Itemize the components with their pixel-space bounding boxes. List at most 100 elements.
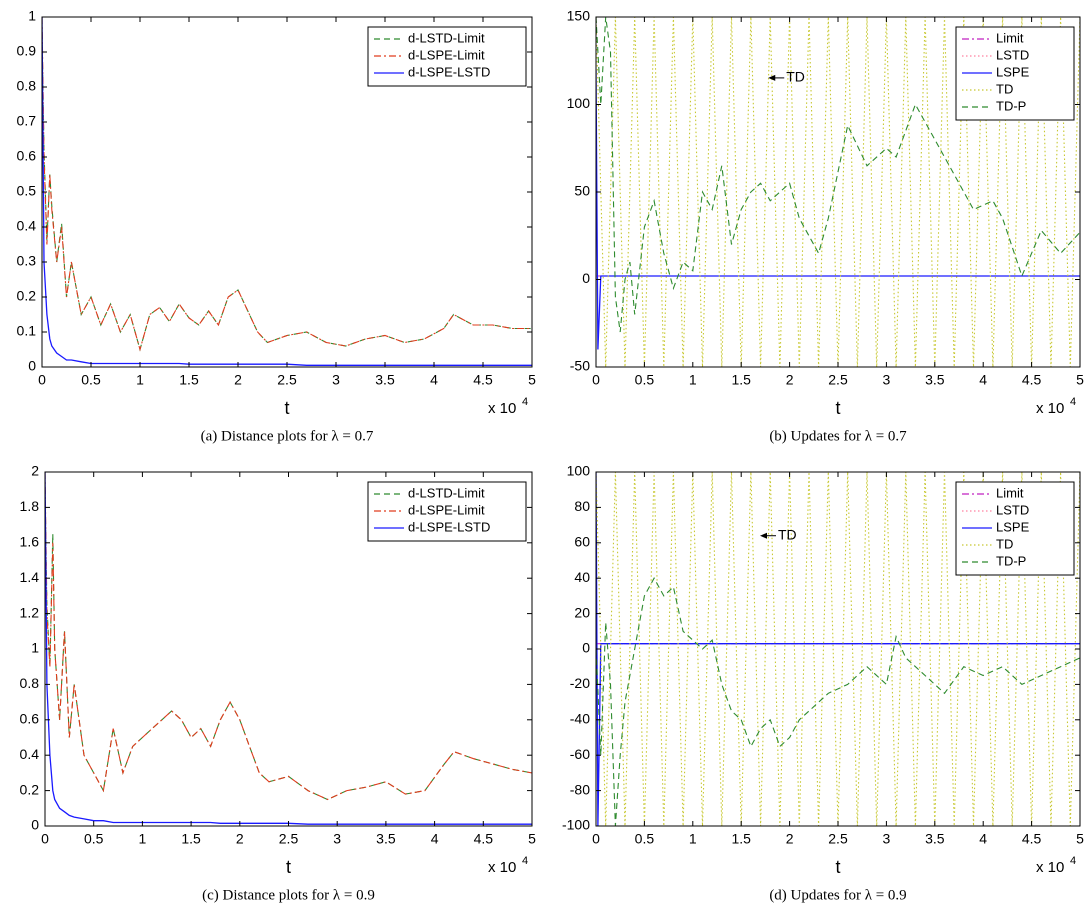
x-tick-label: 1.5 bbox=[731, 831, 751, 847]
y-tick-label: -60 bbox=[570, 746, 590, 762]
data-line bbox=[596, 17, 1080, 367]
x-tick-label: 4 bbox=[431, 831, 439, 847]
x-tick-label: 0.5 bbox=[84, 831, 104, 847]
legend-label: d-LSPE-Limit bbox=[408, 47, 485, 62]
x-tick-label: 4 bbox=[979, 372, 987, 388]
y-tick-label: 0.8 bbox=[17, 78, 37, 94]
y-tick-label: 100 bbox=[567, 463, 591, 479]
y-tick-label: 0.9 bbox=[17, 43, 37, 59]
y-tick-label: 1 bbox=[31, 640, 39, 656]
x-tick-label: 2.5 bbox=[828, 372, 848, 388]
x-tick-label: 3 bbox=[333, 831, 341, 847]
legend-label: LSPE bbox=[996, 64, 1030, 79]
x-tick-label: 4.5 bbox=[473, 372, 493, 388]
y-tick-label: 0 bbox=[582, 270, 590, 286]
x-tick-label: 2.5 bbox=[828, 831, 848, 847]
legend: Limit LSTD LSPE TD TD-P bbox=[955, 481, 1075, 576]
x-tick-label: 1 bbox=[689, 831, 697, 847]
x-tick-label: 5 bbox=[1076, 831, 1084, 847]
y-tick-label: 0.2 bbox=[17, 288, 37, 304]
y-tick-label: 150 bbox=[567, 8, 591, 24]
legend-label: TD-P bbox=[996, 553, 1026, 568]
x-scale-exponent: 4 bbox=[522, 396, 528, 408]
y-tick-label: 1.2 bbox=[20, 604, 40, 620]
y-tick-label: 0.6 bbox=[20, 711, 40, 727]
y-tick-label: 0.2 bbox=[20, 781, 40, 797]
subplot: 0 0.5 1 1.5 2 2.5 3 3.5 4 4.5 5 0 0.1 0.2 0.3 0.4 0.5 0.6… bbox=[17, 8, 537, 445]
annotation: TD bbox=[778, 526, 797, 542]
caption: (d) Updates for λ = 0.9 bbox=[769, 887, 906, 903]
subplot: 0 0.5 1 1.5 2 2.5 3 3.5 4 4.5 5 0 0.2 0.4 0.6 0.8 1 1.2 1.… bbox=[20, 463, 537, 904]
series-group bbox=[42, 17, 532, 366]
data-line bbox=[45, 472, 532, 801]
y-tick-label: -80 bbox=[570, 781, 590, 797]
legend-label: LSTD bbox=[996, 502, 1029, 517]
legend-label: d-LSPE-LSTD bbox=[408, 64, 490, 79]
subplot: 0 0.5 1 1.5 2 2.5 3 3.5 4 4.5 5 -100 -80 -60 -40 -20 0 20… bbox=[562, 463, 1084, 904]
y-tick-label: 0.8 bbox=[20, 675, 40, 691]
x-tick-label: 0 bbox=[592, 372, 600, 388]
legend: Limit LSTD LSPE TD TD-P bbox=[955, 26, 1075, 121]
x-tick-label: 4.5 bbox=[1022, 831, 1042, 847]
x-tick-label: 2.5 bbox=[279, 831, 299, 847]
x-tick-label: 0.5 bbox=[81, 372, 101, 388]
y-tick-label: 0.1 bbox=[17, 323, 37, 339]
x-tick-label: 1 bbox=[689, 372, 697, 388]
x-tick-label: 0 bbox=[592, 831, 600, 847]
x-tick-label: 3.5 bbox=[375, 372, 395, 388]
series-group bbox=[45, 472, 532, 825]
x-tick-label: 3 bbox=[332, 372, 340, 388]
y-tick-label: 1.8 bbox=[20, 498, 40, 514]
y-tick-label: -20 bbox=[570, 675, 590, 691]
x-tick-label: 3.5 bbox=[925, 372, 945, 388]
x-axis-label: t bbox=[835, 398, 840, 418]
y-tick-label: 50 bbox=[574, 183, 590, 199]
x-scale-label: x 10 bbox=[1036, 859, 1064, 876]
y-tick-label: 1 bbox=[28, 8, 36, 24]
legend: d-LSTD-Limit d-LSPE-Limit d-LSPE-LSTD bbox=[367, 26, 527, 87]
y-tick-label: 0 bbox=[582, 640, 590, 656]
x-scale-exponent: 4 bbox=[1070, 396, 1076, 408]
annotation-arrowhead bbox=[760, 532, 768, 539]
caption: (b) Updates for λ = 0.7 bbox=[769, 428, 907, 444]
x-tick-label: 2 bbox=[234, 372, 242, 388]
annotation-arrowhead bbox=[768, 74, 776, 81]
x-tick-label: 4.5 bbox=[1022, 372, 1042, 388]
x-tick-label: 0 bbox=[41, 831, 49, 847]
x-tick-label: 5 bbox=[528, 831, 536, 847]
series-group bbox=[596, 17, 1080, 367]
y-tick-label: 0.6 bbox=[17, 148, 37, 164]
y-tick-label: 0.4 bbox=[17, 218, 37, 234]
y-tick-label: 0.3 bbox=[17, 253, 37, 269]
x-tick-label: 2 bbox=[786, 372, 794, 388]
legend-label: Limit bbox=[996, 30, 1024, 45]
y-tick-label: 20 bbox=[574, 604, 590, 620]
legend-label: LSTD bbox=[996, 47, 1029, 62]
y-tick-label: 100 bbox=[567, 95, 591, 111]
caption: (c) Distance plots for λ = 0.9 bbox=[202, 887, 375, 903]
y-tick-label: -100 bbox=[562, 817, 590, 833]
x-axis-label: t bbox=[284, 398, 289, 418]
x-tick-label: 0.5 bbox=[635, 831, 655, 847]
legend-label: d-LSPE-Limit bbox=[408, 502, 485, 517]
legend-label: TD bbox=[996, 81, 1013, 96]
x-axis-label: t bbox=[835, 857, 840, 877]
y-tick-label: 0 bbox=[31, 817, 39, 833]
data-line bbox=[596, 577, 1080, 826]
y-tick-label: 80 bbox=[574, 498, 590, 514]
y-tick-label: 0 bbox=[28, 358, 36, 374]
y-tick-label: 1.6 bbox=[20, 534, 40, 550]
x-scale-label: x 10 bbox=[1036, 400, 1064, 417]
x-tick-label: 3.5 bbox=[376, 831, 396, 847]
y-tick-label: 0.7 bbox=[17, 113, 37, 129]
legend-label: TD-P bbox=[996, 98, 1026, 113]
x-tick-label: 2 bbox=[786, 831, 794, 847]
y-tick-label: 40 bbox=[574, 569, 590, 585]
y-tick-label: 60 bbox=[574, 534, 590, 550]
x-tick-label: 1.5 bbox=[731, 372, 751, 388]
x-tick-label: 4 bbox=[979, 831, 987, 847]
y-tick-label: 1.4 bbox=[20, 569, 40, 585]
x-tick-label: 1.5 bbox=[181, 831, 201, 847]
